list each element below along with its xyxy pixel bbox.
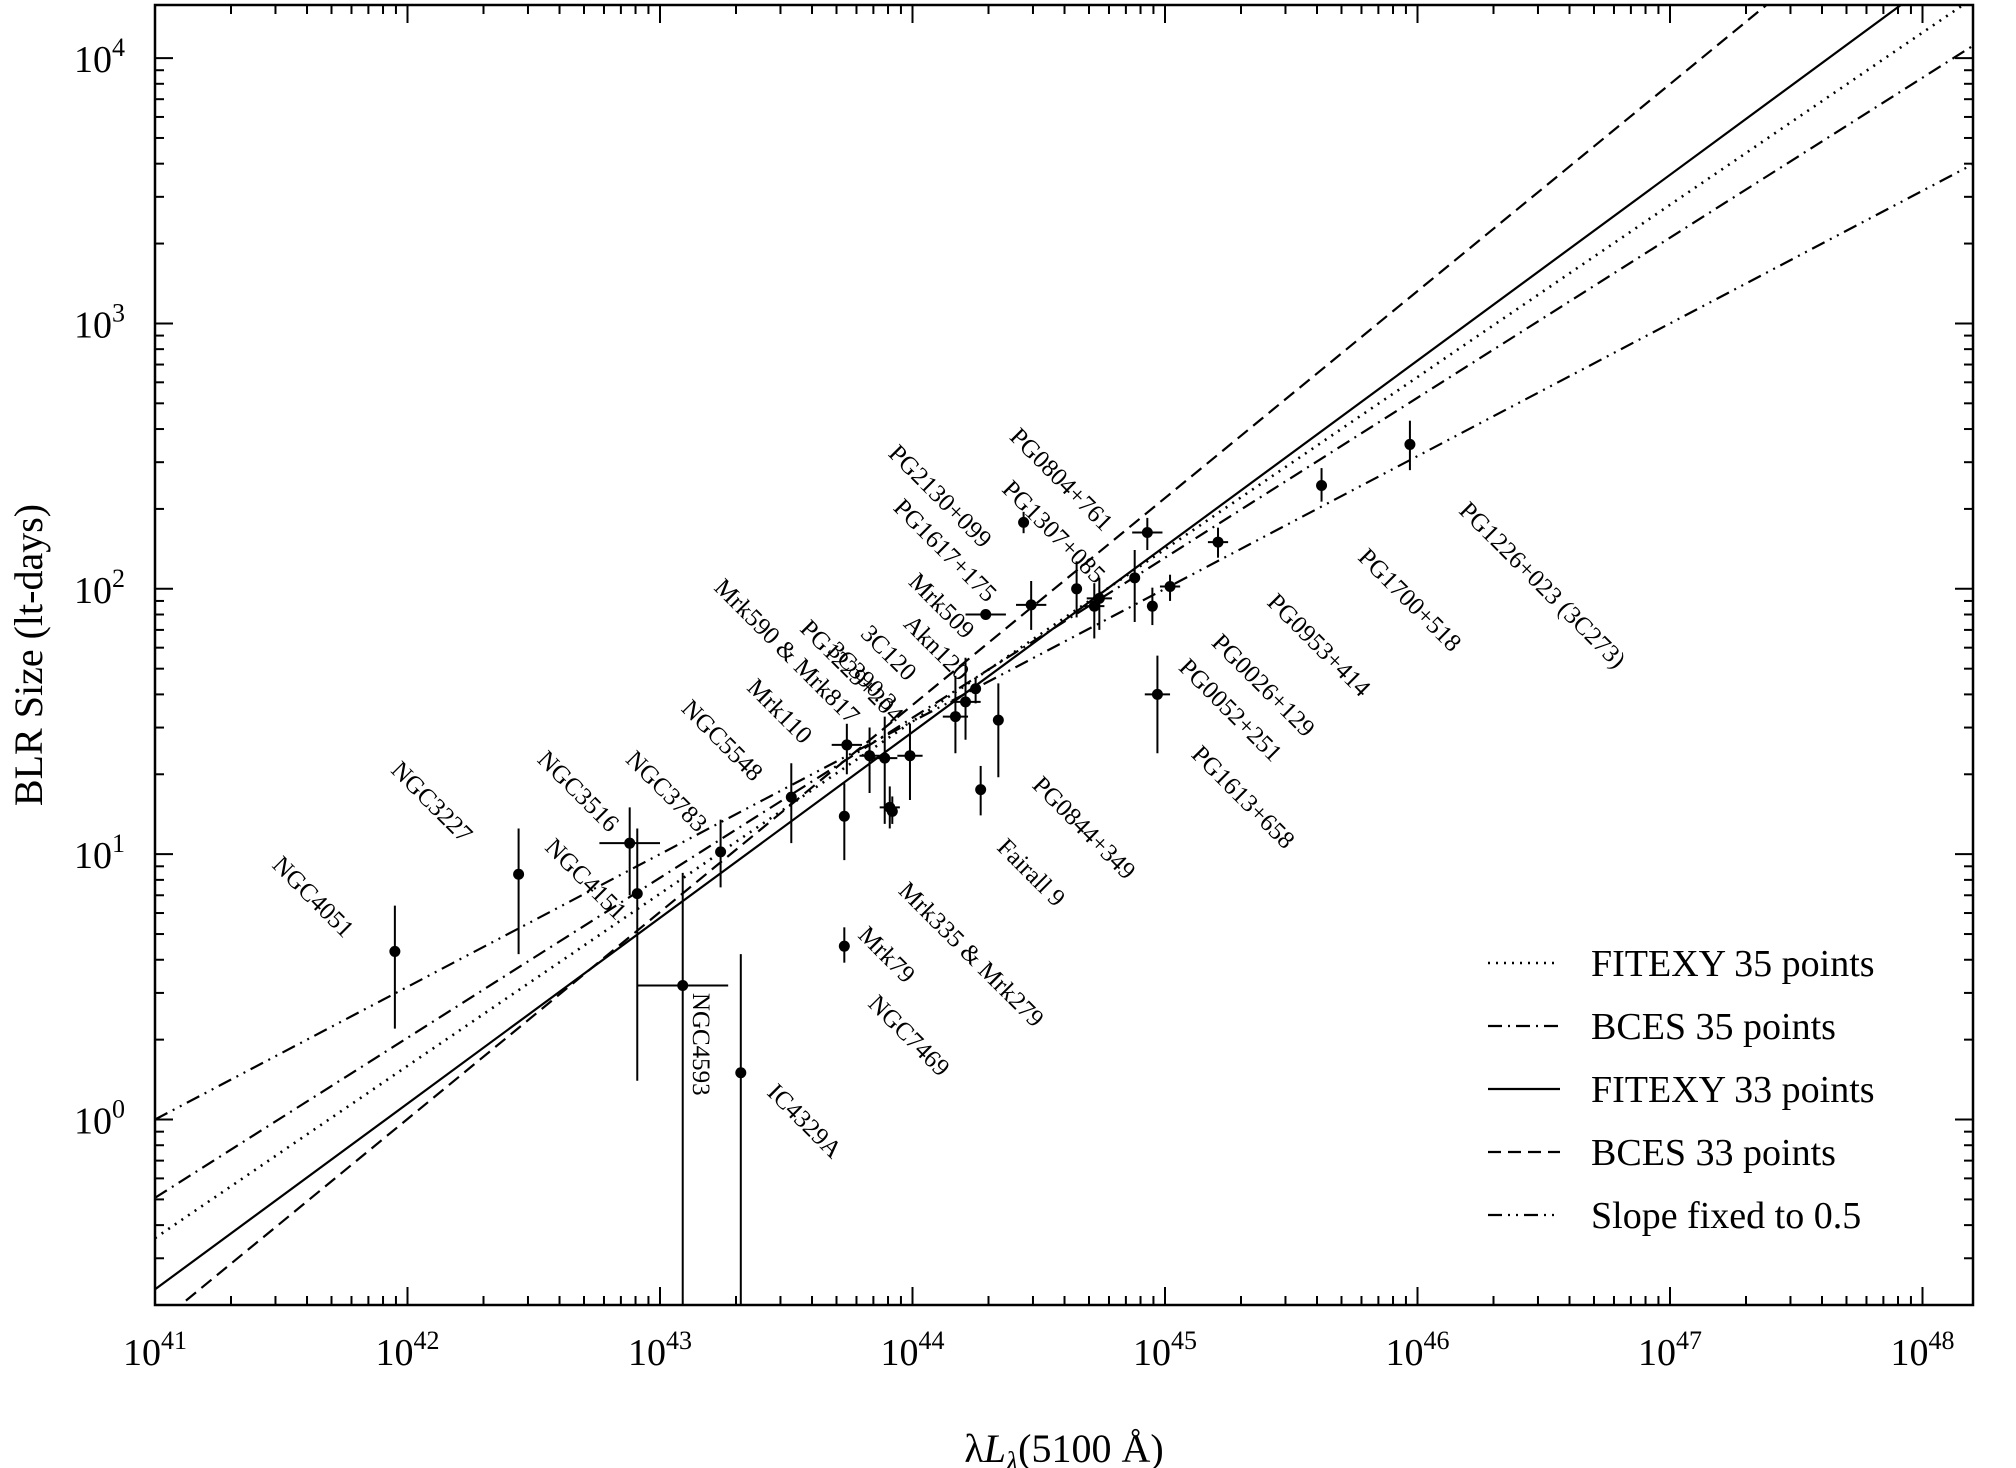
data-point [1129, 550, 1141, 622]
point-marker [389, 945, 401, 957]
legend-label: BCES 35 points [1591, 1006, 1836, 1048]
y-tick-label: 103 [74, 298, 125, 346]
data-point [715, 819, 727, 888]
point-marker [1025, 599, 1037, 611]
data-point [975, 765, 987, 816]
data-point [735, 954, 747, 1305]
point-marker [1018, 516, 1030, 528]
legend-label: FITEXY 35 points [1591, 943, 1875, 985]
data-point [389, 905, 401, 1029]
y-axis-title: BLR Size (lt-days) [6, 504, 51, 806]
point-marker [975, 784, 987, 796]
data-point [1086, 577, 1112, 630]
data-point [992, 683, 1004, 778]
point-marker [1212, 536, 1224, 548]
data-points [389, 420, 1416, 1305]
x-tick-label: 1041 [123, 1326, 187, 1374]
legend-label: FITEXY 33 points [1591, 1069, 1875, 1111]
point-marker [715, 846, 727, 858]
data-point [631, 828, 643, 1081]
point-marker [677, 979, 689, 991]
data-point [785, 763, 797, 844]
y-tick-label: 104 [74, 33, 125, 81]
point-marker [970, 683, 982, 695]
data-point [831, 723, 862, 775]
point-marker [838, 810, 850, 822]
data-point [1071, 561, 1083, 618]
x-tick-label: 1044 [880, 1326, 944, 1374]
x-axis-title: λLλ(5100 Å) [964, 1426, 1163, 1468]
point-marker [1071, 583, 1083, 595]
data-point [942, 675, 969, 754]
data-point [513, 828, 525, 955]
data-point [1016, 581, 1047, 630]
y-tick-label: 101 [74, 829, 125, 877]
data-point [965, 609, 1006, 621]
point-marker [1146, 600, 1158, 612]
data-point [838, 783, 850, 861]
data-point [1084, 583, 1105, 639]
x-tick-label: 1047 [1638, 1326, 1702, 1374]
point-marker [886, 805, 898, 817]
data-point [1018, 511, 1030, 534]
point-marker [1093, 592, 1105, 604]
point-marker [735, 1067, 747, 1079]
data-point [599, 807, 660, 896]
legend-label: BCES 33 points [1591, 1132, 1836, 1174]
point-marker [841, 739, 853, 751]
point-marker [631, 888, 643, 900]
data-point [886, 796, 898, 824]
point-marker [1141, 526, 1153, 538]
tick-labels: 1041 1042 1043 1044 1045 1046 1047 1048 100 101 10… [74, 33, 1954, 1374]
data-point [970, 678, 982, 704]
axis-ticks [154, 5, 1973, 1306]
data-point [897, 723, 923, 800]
point-marker [513, 868, 525, 880]
data-point [1207, 527, 1229, 558]
legend-label: Slope fixed to 0.5 [1591, 1195, 1861, 1237]
fit-line [155, 5, 1966, 1240]
point-marker [1151, 688, 1163, 700]
point-marker [1164, 581, 1176, 593]
fit-line [155, 5, 1903, 1291]
x-tick-label: 1046 [1385, 1326, 1449, 1374]
point-marker [785, 791, 797, 803]
point-marker [624, 837, 636, 849]
point-marker [904, 750, 916, 762]
data-point [1404, 420, 1416, 471]
point-marker [1088, 600, 1100, 612]
point-marker [864, 750, 876, 762]
point-marker [838, 940, 850, 952]
object-label: NGC4593 [687, 993, 714, 1096]
y-tick-label: 100 [74, 1095, 125, 1143]
data-point [1316, 468, 1328, 502]
point-marker [1129, 572, 1141, 584]
data-point [1159, 574, 1181, 601]
point-marker [1316, 480, 1328, 492]
legend: FITEXY 35 points BCES 35 points FITEXY 33 … [1488, 943, 1875, 1237]
x-tick-label: 1043 [628, 1326, 692, 1374]
fit-line [178, 5, 1769, 1305]
data-point [1146, 587, 1158, 626]
fit-lines [155, 5, 1973, 1305]
data-point [1144, 655, 1171, 754]
y-tick-label: 102 [74, 564, 125, 612]
point-marker [980, 609, 992, 621]
point-marker [960, 696, 972, 708]
point-marker [1404, 438, 1416, 450]
x-tick-label: 1045 [1133, 1326, 1197, 1374]
x-tick-label: 1042 [375, 1326, 439, 1374]
point-marker [992, 714, 1004, 726]
data-point [838, 927, 850, 963]
point-marker [879, 752, 891, 764]
point-marker [949, 711, 961, 723]
x-tick-label: 1048 [1890, 1326, 1954, 1374]
data-point [637, 872, 729, 1305]
data-point [1132, 517, 1163, 551]
